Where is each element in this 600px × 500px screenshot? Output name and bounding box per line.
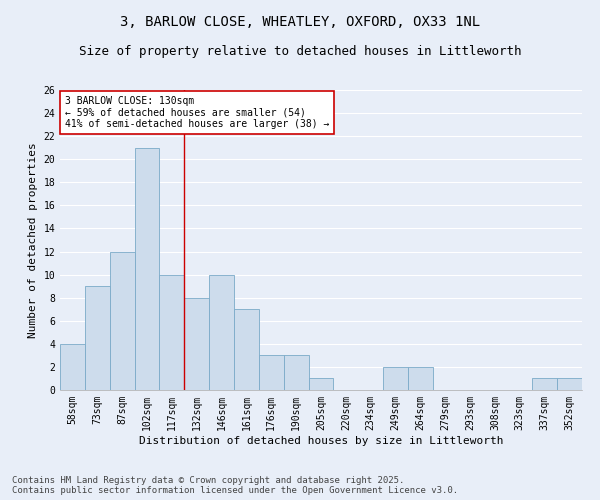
Bar xyxy=(284,356,308,390)
Bar xyxy=(110,252,134,390)
Bar xyxy=(259,356,284,390)
Bar xyxy=(209,274,234,390)
Bar xyxy=(160,274,184,390)
Text: Size of property relative to detached houses in Littleworth: Size of property relative to detached ho… xyxy=(79,45,521,58)
Bar xyxy=(60,344,85,390)
Y-axis label: Number of detached properties: Number of detached properties xyxy=(28,142,38,338)
Bar xyxy=(532,378,557,390)
Bar xyxy=(383,367,408,390)
Text: Contains HM Land Registry data © Crown copyright and database right 2025.
Contai: Contains HM Land Registry data © Crown c… xyxy=(12,476,458,495)
Bar xyxy=(308,378,334,390)
Bar xyxy=(184,298,209,390)
X-axis label: Distribution of detached houses by size in Littleworth: Distribution of detached houses by size … xyxy=(139,436,503,446)
Bar xyxy=(234,309,259,390)
Bar xyxy=(85,286,110,390)
Bar xyxy=(408,367,433,390)
Text: 3 BARLOW CLOSE: 130sqm
← 59% of detached houses are smaller (54)
41% of semi-det: 3 BARLOW CLOSE: 130sqm ← 59% of detached… xyxy=(65,96,329,129)
Bar xyxy=(557,378,582,390)
Bar xyxy=(134,148,160,390)
Text: 3, BARLOW CLOSE, WHEATLEY, OXFORD, OX33 1NL: 3, BARLOW CLOSE, WHEATLEY, OXFORD, OX33 … xyxy=(120,15,480,29)
